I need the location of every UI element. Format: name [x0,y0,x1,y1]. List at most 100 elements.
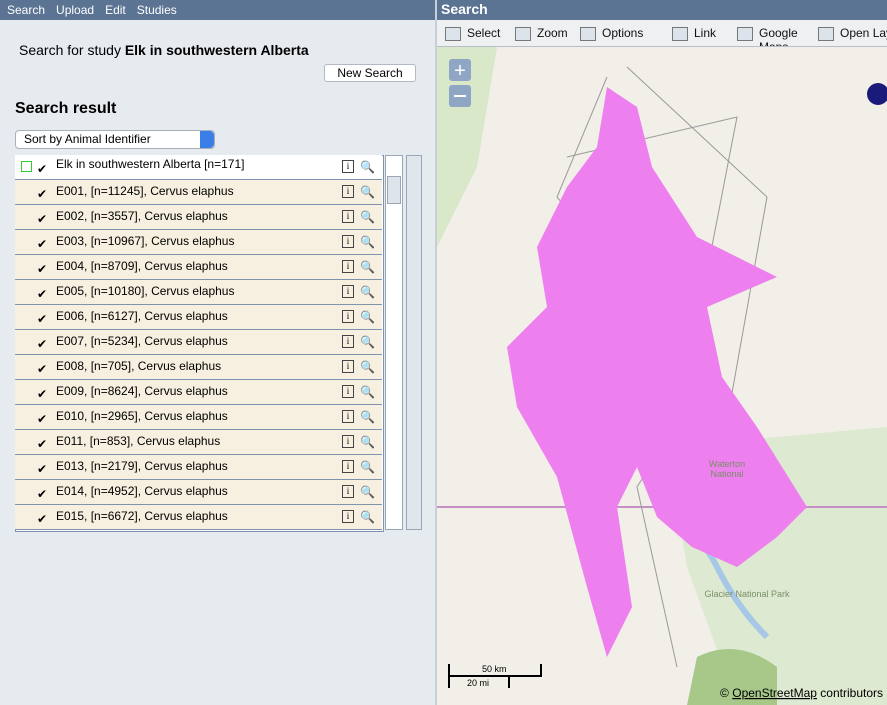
info-button[interactable]: i [342,485,354,498]
info-button[interactable]: i [342,435,354,448]
checkbox[interactable]: ✔ [37,387,48,401]
toolbar-icon [737,27,753,41]
info-button[interactable]: i [342,360,354,373]
checkbox[interactable]: ✔ [37,362,48,376]
info-button[interactable]: i [342,510,354,523]
info-button[interactable]: i [342,335,354,348]
result-row[interactable]: ✔ E009, [n=8624], Cervus elaphus i 🔍 [15,380,382,405]
zoom-button[interactable]: 🔍 [360,260,375,274]
toolbar-button[interactable]: Select [467,26,501,40]
result-row[interactable]: ✔ E013, [n=2179], Cervus elaphus i 🔍 [15,455,382,480]
zoom-button[interactable]: 🔍 [360,510,375,524]
zoom-button[interactable]: 🔍 [360,460,375,474]
checkbox[interactable]: ✔ [37,312,48,326]
map-toolbar: Select Zoom Options Link Google Maps Open Lay… [437,20,887,47]
checkbox[interactable]: ✔ [37,262,48,276]
new-search-button[interactable]: New Search [324,64,416,82]
zoom-button[interactable]: 🔍 [360,235,375,249]
row-label: E010, [n=2965], Cervus elaphus [56,409,228,423]
menu-item[interactable]: Edit [105,3,126,17]
scrollbar[interactable] [385,155,403,530]
checkbox[interactable]: ✔ [37,487,48,501]
zoom-controls: + [449,59,887,107]
toolbar-icon [672,27,688,41]
study-name: Elk in southwestern Alberta [124,42,309,58]
result-row[interactable]: ✔ E008, [n=705], Cervus elaphus i 🔍 [15,355,382,380]
toolbar-icon [818,27,834,41]
zoom-button[interactable]: 🔍 [360,285,375,299]
result-row[interactable]: ✔ E015, [n=6672], Cervus elaphus i 🔍 [15,505,382,530]
map-label: Glacier National Park [704,589,790,599]
toolbar-button[interactable]: Link [694,26,717,40]
zoom-button[interactable]: 🔍 [360,335,375,349]
zoom-button[interactable]: 🔍 [360,160,375,174]
info-button[interactable]: i [342,210,354,223]
checkbox[interactable]: ✔ [37,462,48,476]
toolbar-button[interactable]: Options [602,26,644,40]
checkbox[interactable]: ✔ [37,287,48,301]
zoom-button[interactable]: 🔍 [360,435,375,449]
info-button[interactable]: i [342,160,354,173]
sort-select[interactable]: Sort by Animal Identifier [15,130,215,149]
toolbar-icon [515,27,531,41]
attribution-symbol: © [720,686,729,700]
zoom-button[interactable]: 🔍 [360,360,375,374]
result-row[interactable]: ✔ E003, [n=10967], Cervus elaphus i 🔍 [15,230,382,255]
result-row[interactable]: ✔ E005, [n=10180], Cervus elaphus i 🔍 [15,280,382,305]
zoom-button[interactable]: 🔍 [360,210,375,224]
toolbar-button[interactable]: Open Layers [840,26,887,40]
zoom-button[interactable]: 🔍 [360,385,375,399]
result-title: Search result [15,100,117,117]
toolbar-button[interactable]: Google Maps [759,26,798,47]
info-button[interactable]: i [342,185,354,198]
zoom-out-icon [454,95,466,97]
row-label: E008, [n=705], Cervus elaphus [56,359,222,373]
zoom-button[interactable]: 🔍 [360,410,375,424]
collapse-toggle[interactable] [21,161,32,172]
menu-item[interactable]: Studies [136,3,177,17]
result-row[interactable]: ✔ E002, [n=3557], Cervus elaphus i 🔍 [15,205,382,230]
row-label: E007, [n=5234], Cervus elaphus [56,334,228,348]
attribution-link[interactable]: OpenStreetMap [732,686,817,700]
info-button[interactable]: i [342,385,354,398]
checkbox[interactable]: ✔ [37,437,48,451]
result-row[interactable]: ✔ E014, [n=4952], Cervus elaphus i 🔍 [15,480,382,505]
menu-item[interactable]: Search [7,3,46,17]
row-label: Elk in southwestern Alberta [n=171] [56,157,245,171]
checkbox[interactable]: ✔ [37,412,48,426]
checkbox[interactable]: ✔ [37,512,48,526]
zoom-button[interactable]: 🔍 [360,185,375,199]
result-row[interactable]: ✔ E004, [n=8709], Cervus elaphus i 🔍 [15,255,382,280]
sort-label: Sort by Animal Identifier [24,132,151,146]
checkbox[interactable]: ✔ [37,237,48,251]
info-button[interactable]: i [342,235,354,248]
search-heading: Search for study Elk in southwestern Alb… [19,42,309,58]
layer-switcher[interactable] [867,83,887,105]
info-button[interactable]: i [342,260,354,273]
result-row[interactable]: ✔ E006, [n=6127], Cervus elaphus i 🔍 [15,305,382,330]
scale-mi: 20 mi [467,678,489,688]
result-row[interactable]: ✔ E001, [n=11245], Cervus elaphus i 🔍 [15,180,382,205]
checkbox[interactable]: ✔ [37,212,48,226]
result-row[interactable]: ✔ E011, [n=853], Cervus elaphus i 🔍 [15,430,382,455]
row-label: E002, [n=3557], Cervus elaphus [56,209,228,223]
result-row[interactable]: ✔ E010, [n=2965], Cervus elaphus i 🔍 [15,405,382,430]
result-row[interactable]: ✔ Elk in southwestern Alberta [n=171] i 🔍 [15,155,382,180]
toolbar-button[interactable]: Zoom [537,26,568,40]
side-column [406,155,422,530]
checkbox[interactable]: ✔ [37,187,48,201]
zoom-button[interactable]: 🔍 [360,310,375,324]
scroll-thumb[interactable] [387,176,401,204]
info-button[interactable]: i [342,310,354,323]
row-label: E001, [n=11245], Cervus elaphus [56,184,234,198]
checkbox[interactable]: ✔ [37,162,48,176]
map-header: Search [437,0,887,20]
info-button[interactable]: i [342,460,354,473]
zoom-button[interactable]: 🔍 [360,485,375,499]
info-button[interactable]: i [342,285,354,298]
checkbox[interactable]: ✔ [37,337,48,351]
info-button[interactable]: i [342,410,354,423]
menu-item[interactable]: Upload [56,3,95,17]
zoom-in[interactable] [449,59,471,81]
result-row[interactable]: ✔ E007, [n=5234], Cervus elaphus i 🔍 [15,330,382,355]
